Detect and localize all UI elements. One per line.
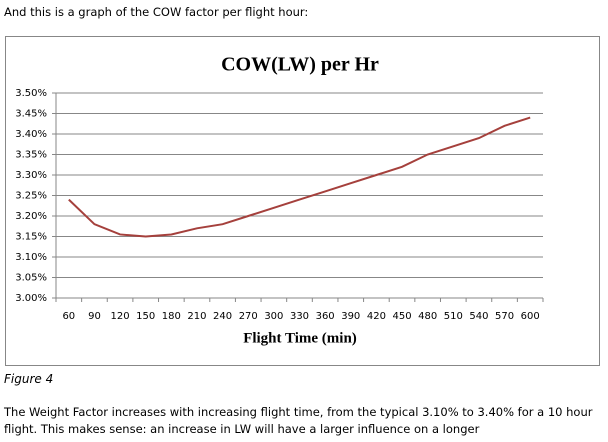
x-tick-label: 210	[187, 311, 206, 322]
y-tick-label: 3.00%	[15, 293, 47, 304]
x-tick-label: 390	[341, 311, 360, 322]
x-tick-label: 330	[290, 311, 309, 322]
x-tick-label: 540	[469, 311, 488, 322]
x-tick-label: 60	[62, 311, 75, 322]
x-tick-label: 180	[162, 311, 181, 322]
chart-frame	[5, 36, 600, 366]
x-tick-label: 300	[264, 311, 283, 322]
paragraph: The Weight Factor increases with increas…	[4, 405, 593, 436]
data-line	[68, 116, 531, 238]
y-tick-label: 3.20%	[15, 211, 47, 222]
intro-text: And this is a graph of the COW factor pe…	[4, 5, 309, 19]
y-tick-label: 3.15%	[15, 232, 47, 243]
x-tick-label: 510	[444, 311, 463, 322]
x-tick-label: 360	[316, 311, 335, 322]
x-tick-label: 240	[213, 311, 232, 322]
x-tick-label: 150	[136, 311, 155, 322]
y-tick-label: 3.25%	[15, 191, 47, 202]
x-tick-label: 450	[392, 311, 411, 322]
y-tick-label: 3.45%	[15, 109, 47, 120]
y-tick-label: 3.40%	[15, 129, 47, 140]
x-tick-label: 600	[521, 311, 540, 322]
x-tick-label: 270	[239, 311, 258, 322]
x-tick-label: 570	[495, 311, 514, 322]
y-tick-label: 3.30%	[15, 170, 47, 181]
figure-caption: Figure 4	[4, 372, 54, 386]
x-axis-title: Flight Time (min)	[243, 330, 357, 346]
x-tick-label: 420	[367, 311, 386, 322]
x-tick-label: 120	[111, 311, 130, 322]
y-tick-label: 3.50%	[15, 88, 47, 99]
chart-title: COW(LW) per Hr	[221, 54, 379, 76]
chart: COW(LW) per Hr Flight Time (min) 3.00% 3.…	[5, 36, 600, 366]
x-tick-label: 480	[418, 311, 437, 322]
y-tick-label: 3.05%	[15, 273, 47, 284]
y-tick-label: 3.10%	[15, 252, 47, 263]
x-tick-label: 90	[88, 311, 101, 322]
y-tick-label: 3.35%	[15, 150, 47, 161]
